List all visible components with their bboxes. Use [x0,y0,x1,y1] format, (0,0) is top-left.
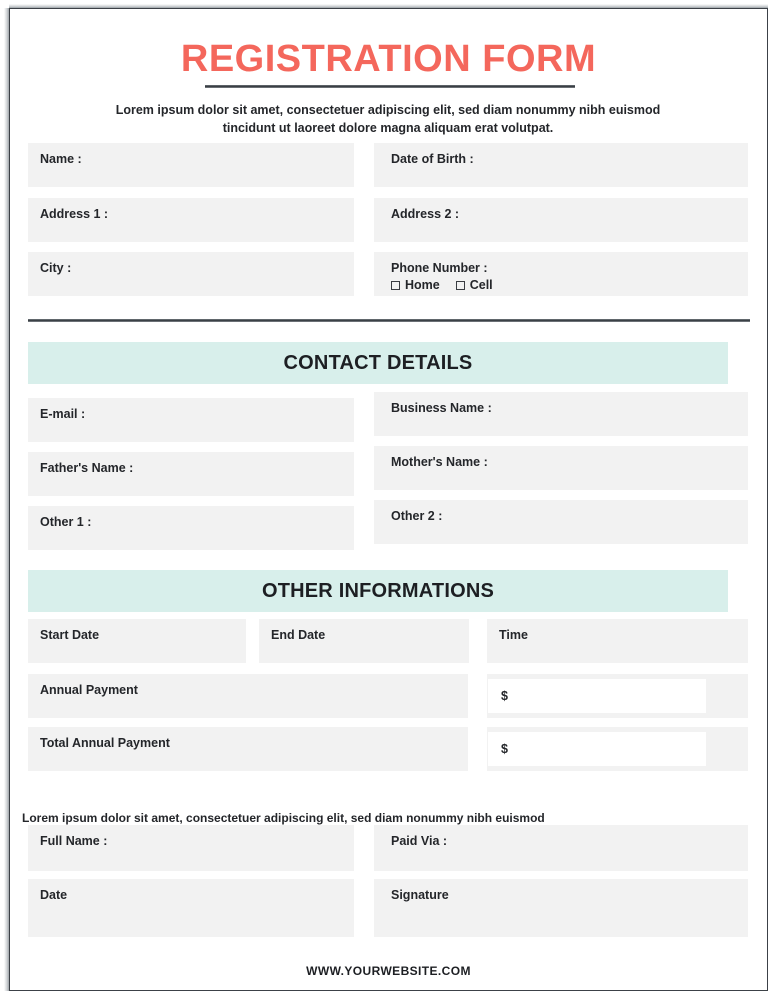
field-fathers-name[interactable]: Father's Name : [28,452,354,496]
field-annual-payment-amount: $ [487,674,748,718]
contact-details-heading: CONTACT DETAILS [283,351,473,374]
field-label: Address 1 : [40,207,109,221]
field-label: Full Name : [40,834,108,848]
field-signature[interactable]: Signature [374,879,748,937]
total-annual-payment-input[interactable]: $ [488,732,706,766]
field-label: Date [40,888,68,902]
other-informations-heading: OTHER INFORMATIONS [261,579,495,602]
field-label: Business Name : [391,401,492,415]
field-label: Mother's Name : [391,455,488,469]
phone-type-options: Home Cell [391,278,493,292]
field-label: Father's Name : [40,461,134,475]
field-full-name[interactable]: Full Name : [28,825,354,871]
field-other-1[interactable]: Other 1 : [28,506,354,550]
field-other-2[interactable]: Other 2 : [374,500,748,544]
field-label: Paid Via : [391,834,448,848]
field-label: Date of Birth : [391,152,474,166]
field-business-name[interactable]: Business Name : [374,392,748,436]
field-total-annual-payment-label: Total Annual Payment [28,727,468,771]
website-footer: WWW.YOURWEBSITE.COM [306,964,471,978]
field-label: Total Annual Payment [40,736,170,750]
field-label: End Date [271,628,326,642]
field-label: E-mail : [40,407,86,421]
checkbox-cell-icon[interactable] [455,280,465,290]
section-divider [28,319,750,322]
form-content: REGISTRATION FORM Lorem ipsum dolor sit … [10,9,767,991]
field-city[interactable]: City : [28,252,354,296]
field-label: Other 2 : [391,509,443,523]
field-start-date[interactable]: Start Date [28,619,246,663]
field-end-date[interactable]: End Date [259,619,469,663]
field-date[interactable]: Date [28,879,354,937]
page-frame-shadow-top [9,4,768,8]
field-address-2[interactable]: Address 2 : [374,198,748,242]
field-label: City : [40,261,72,275]
title-underline [205,85,575,88]
field-name[interactable]: Name : [28,143,354,187]
field-label: Signature [391,888,449,902]
field-label: Name : [40,152,82,166]
field-phone-number[interactable]: Phone Number : Home Cell [374,252,748,296]
field-total-annual-payment-amount: $ [487,727,748,771]
field-label: Time [499,628,528,642]
terms-notice-text: Lorem ipsum dolor sit amet, consectetuer… [22,811,545,825]
currency-symbol: $ [501,742,508,756]
field-paid-via[interactable]: Paid Via : [374,825,748,871]
annual-payment-input[interactable]: $ [488,679,706,713]
field-annual-payment-label: Annual Payment [28,674,468,718]
field-label: Start Date [40,628,100,642]
other-informations-banner: OTHER INFORMATIONS [28,570,728,612]
field-label: Other 1 : [40,515,92,529]
field-label: Phone Number : [391,261,488,275]
page-title: REGISTRATION FORM [180,38,597,80]
field-email[interactable]: E-mail : [28,398,354,442]
field-address-1[interactable]: Address 1 : [28,198,354,242]
field-label: Address 2 : [391,207,460,221]
field-label: Annual Payment [40,683,138,697]
field-mothers-name[interactable]: Mother's Name : [374,446,748,490]
checkbox-home-label: Home [405,278,440,292]
page-frame-shadow-left [4,8,9,991]
currency-symbol: $ [501,689,508,703]
contact-details-banner: CONTACT DETAILS [28,342,728,384]
checkbox-home-icon[interactable] [391,280,400,290]
checkbox-cell-label: Cell [469,278,493,292]
form-subtitle: Lorem ipsum dolor sit amet, consectetuer… [115,103,661,135]
field-date-of-birth[interactable]: Date of Birth : [374,143,748,187]
field-time[interactable]: Time [487,619,748,663]
